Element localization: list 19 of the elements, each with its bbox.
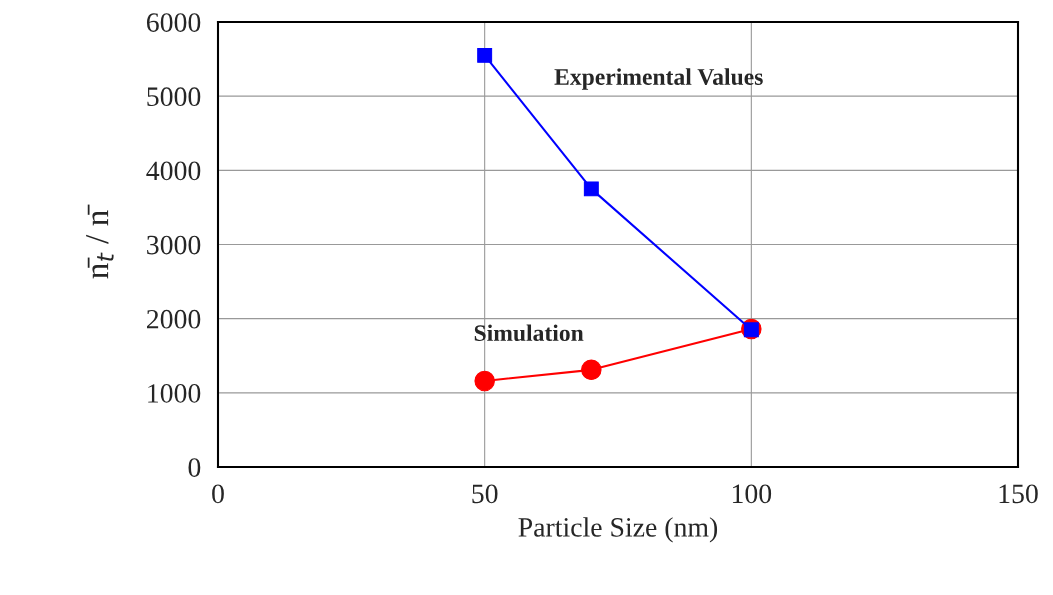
point: [474, 370, 495, 392]
x-tick-label: 0: [212, 484, 224, 504]
point: [583, 181, 599, 197]
y-tick-label: 4000: [146, 161, 201, 181]
y-tick-label: 0: [188, 458, 201, 477]
series-label: Simulation: [474, 324, 584, 342]
point: [477, 47, 493, 63]
point: [581, 359, 602, 381]
x-tick-label: 100: [732, 484, 772, 504]
y-tick-label: 2000: [147, 309, 201, 329]
series-label: Experimental Values: [554, 68, 763, 90]
y-axis-title: n̄$_{t}$ / n̄: [86, 204, 114, 279]
y-tick-label: 1000: [148, 384, 201, 403]
y-tick-label: 3000: [147, 235, 201, 255]
x-axis-title: Particle Size (nm): [518, 517, 718, 543]
x-tick-label: 150: [999, 484, 1038, 504]
y-tick-label: 6000: [146, 13, 201, 32]
x-tick-label: 50: [472, 484, 498, 504]
y-tick-label: 5000: [147, 87, 201, 107]
